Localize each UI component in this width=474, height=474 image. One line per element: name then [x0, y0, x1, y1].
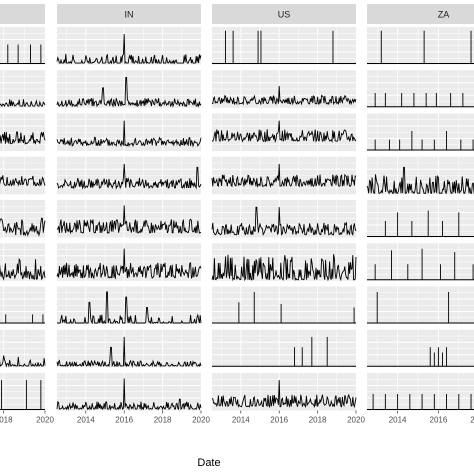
- facet-panel-0-0: [0, 27, 45, 65]
- series-line: [0, 44, 45, 64]
- facet-panel-3-2: [367, 113, 474, 151]
- series-line: [0, 355, 46, 368]
- series-line: [211, 254, 357, 282]
- series-line: [211, 206, 357, 236]
- facet-panel-3-1: [367, 70, 474, 108]
- x-tick-label: 2016: [115, 416, 133, 425]
- series-line: [367, 92, 474, 108]
- facet-panel-1-7: [56, 329, 202, 368]
- x-tick-label: 2016: [430, 416, 448, 425]
- facet-panel-2-8: [212, 373, 357, 411]
- series-line: [212, 380, 357, 409]
- facet-strip-3: [367, 4, 474, 24]
- facet-panel-3-0: [367, 27, 474, 65]
- series-line: [56, 120, 202, 148]
- facet-strips: IN US ZA: [0, 4, 474, 24]
- facet-panel-1-1: [56, 70, 202, 108]
- series-line: [367, 347, 474, 367]
- series-line: [212, 336, 356, 367]
- series-line: [367, 210, 474, 237]
- series-line: [0, 380, 45, 410]
- facet-strip-1: [57, 4, 201, 24]
- series-line: [366, 166, 474, 195]
- facet-panel-0-6: [0, 286, 45, 324]
- facet-panel-1-6: [56, 286, 202, 325]
- facet-panel-0-2: [0, 113, 46, 151]
- facet-strip-0: [0, 4, 45, 24]
- facet-panel-1-0: [56, 27, 202, 65]
- series-line: [367, 30, 474, 64]
- facet-panel-0-5: [0, 243, 46, 281]
- series-line: [0, 131, 46, 145]
- series-line: [212, 30, 356, 64]
- series-line: [56, 34, 202, 65]
- facet-panel-2-4: [211, 200, 357, 238]
- series-line: [0, 99, 46, 108]
- facet-panels: [0, 27, 474, 411]
- facet-panel-3-7: [367, 329, 474, 368]
- series-line: [367, 248, 474, 281]
- x-tick-label: 2014: [77, 416, 95, 425]
- series-line: [211, 163, 357, 189]
- x-tick-label: 2016: [270, 416, 288, 425]
- series-line: [0, 175, 46, 187]
- series-line: [0, 217, 46, 237]
- x-tick-label: 2018: [470, 416, 474, 425]
- series-line: [367, 291, 474, 324]
- facet-panel-1-4: [56, 200, 202, 238]
- facet-panel-2-3: [211, 156, 357, 195]
- facet-panel-2-1: [211, 70, 357, 108]
- series-line: [0, 314, 45, 324]
- x-tick-label: 2018: [0, 416, 13, 425]
- series-line: [0, 257, 46, 281]
- facet-strip-2: [212, 4, 356, 24]
- series-line: [56, 336, 202, 368]
- series-line: [56, 378, 202, 411]
- facet-panel-3-8: [367, 373, 474, 411]
- facet-panel-0-8: [0, 373, 45, 411]
- x-tick-label: 2018: [154, 416, 172, 425]
- series-line: [56, 163, 202, 190]
- facet-panel-0-4: [0, 200, 46, 238]
- x-axis-title: Date: [197, 457, 220, 469]
- facet-panel-0-7: [0, 329, 46, 368]
- x-axes: 2014 2016 2018 2020 2014 2016 2018 2020 2014 2016…: [0, 410, 474, 425]
- x-tick-label: 2014: [232, 416, 250, 425]
- series-line: [212, 291, 356, 324]
- series-line: [367, 131, 474, 151]
- facet-strip-label: IN: [125, 10, 134, 20]
- facet-panel-3-6: [367, 286, 474, 324]
- series-line: [56, 205, 202, 235]
- x-tick-label: 2020: [347, 416, 365, 425]
- facet-panel-3-3: [366, 156, 474, 195]
- series-line: [56, 76, 202, 108]
- facet-panel-1-3: [56, 156, 202, 195]
- facet-panel-1-5: [56, 243, 202, 281]
- facet-panel-2-7: [212, 329, 356, 368]
- facet-strip-label: ZA: [438, 10, 450, 20]
- x-tick-label: 2014: [389, 416, 407, 425]
- facet-panel-2-5: [211, 243, 357, 282]
- facet-panel-2-2: [211, 113, 357, 151]
- series-line: [56, 291, 202, 325]
- facet-panel-0-3: [0, 156, 46, 195]
- facet-panel-1-2: [56, 113, 202, 151]
- series-line: [211, 120, 357, 144]
- facet-panel-1-8: [56, 373, 202, 411]
- facet-panel-0-1: [0, 70, 46, 108]
- facet-panel-3-4: [367, 200, 474, 238]
- series-line: [211, 86, 357, 106]
- facet-panel-3-5: [367, 243, 474, 281]
- facet-panel-2-6: [212, 286, 356, 324]
- series-line: [367, 393, 474, 410]
- x-tick-label: 2018: [309, 416, 327, 425]
- facet-strip-label: US: [278, 10, 291, 20]
- x-tick-label: 2020: [36, 416, 54, 425]
- x-tick-label: 2020: [192, 416, 210, 425]
- series-line: [56, 248, 202, 280]
- facet-panel-2-0: [212, 27, 356, 65]
